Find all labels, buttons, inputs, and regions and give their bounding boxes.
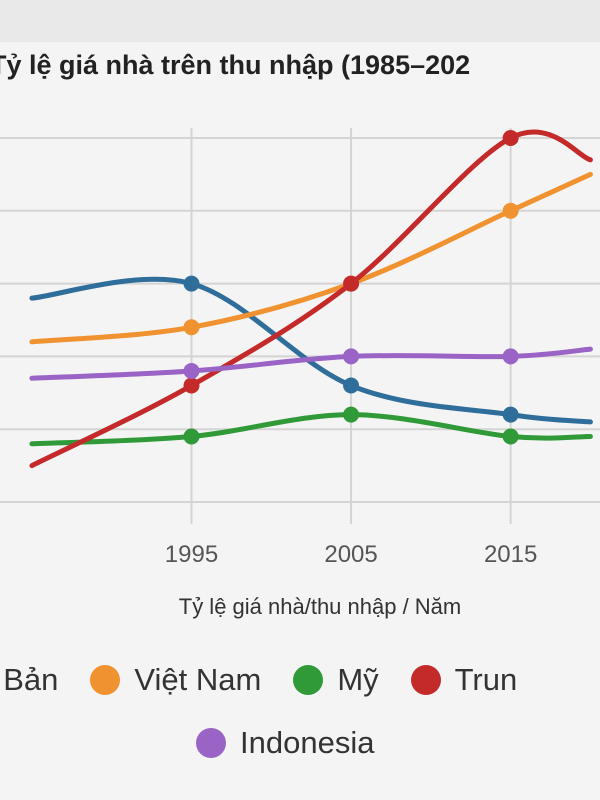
legend-item: Trun xyxy=(410,662,518,698)
x-tick-label: 2005 xyxy=(324,541,377,568)
legend-marker xyxy=(196,728,226,758)
data-point xyxy=(343,275,360,292)
legend-marker xyxy=(90,665,121,695)
legend-marker xyxy=(410,665,441,695)
data-point xyxy=(183,362,200,379)
top-strip xyxy=(0,0,600,42)
series-line xyxy=(29,346,593,381)
legend-label: Trun xyxy=(454,662,518,697)
x-axis-label: Tỷ lệ giá nhà/thu nhập / Năm xyxy=(178,594,462,619)
legend-label: Mỹ xyxy=(337,662,379,697)
x-tick-label: 1995 xyxy=(165,541,218,568)
series-line xyxy=(29,171,593,345)
data-point xyxy=(183,275,200,292)
legend-row-1: t Bản Việt Nam Mỹ Trun xyxy=(0,662,549,698)
series-line xyxy=(29,412,593,447)
x-tick-label: 2015 xyxy=(484,541,537,568)
data-point xyxy=(502,202,519,219)
legend-row-2: Indonesia xyxy=(196,725,406,761)
legend-label: t Bản xyxy=(0,662,59,697)
x-tick-labels: 1995 2005 2015 xyxy=(165,541,538,568)
legend-label: Việt Nam xyxy=(134,662,262,697)
data-point xyxy=(183,428,200,445)
data-point xyxy=(502,428,519,445)
series-points xyxy=(183,130,519,445)
legend-item: Indonesia xyxy=(196,725,374,761)
data-point xyxy=(343,348,360,365)
data-point xyxy=(502,130,519,146)
legend-item: t Bản xyxy=(0,662,58,698)
chart-title: Tỷ lệ giá nhà trên thu nhập (1985–202 xyxy=(0,50,471,80)
data-point xyxy=(343,377,360,394)
data-point xyxy=(343,406,360,423)
data-point xyxy=(183,319,200,336)
legend-item: Mỹ xyxy=(293,662,379,698)
data-point xyxy=(502,348,519,365)
data-point xyxy=(502,406,519,423)
legend-marker xyxy=(293,665,324,695)
data-point xyxy=(183,377,200,394)
grid xyxy=(0,128,600,524)
legend-label: Indonesia xyxy=(240,725,375,760)
legend-item: Việt Nam xyxy=(90,662,261,698)
